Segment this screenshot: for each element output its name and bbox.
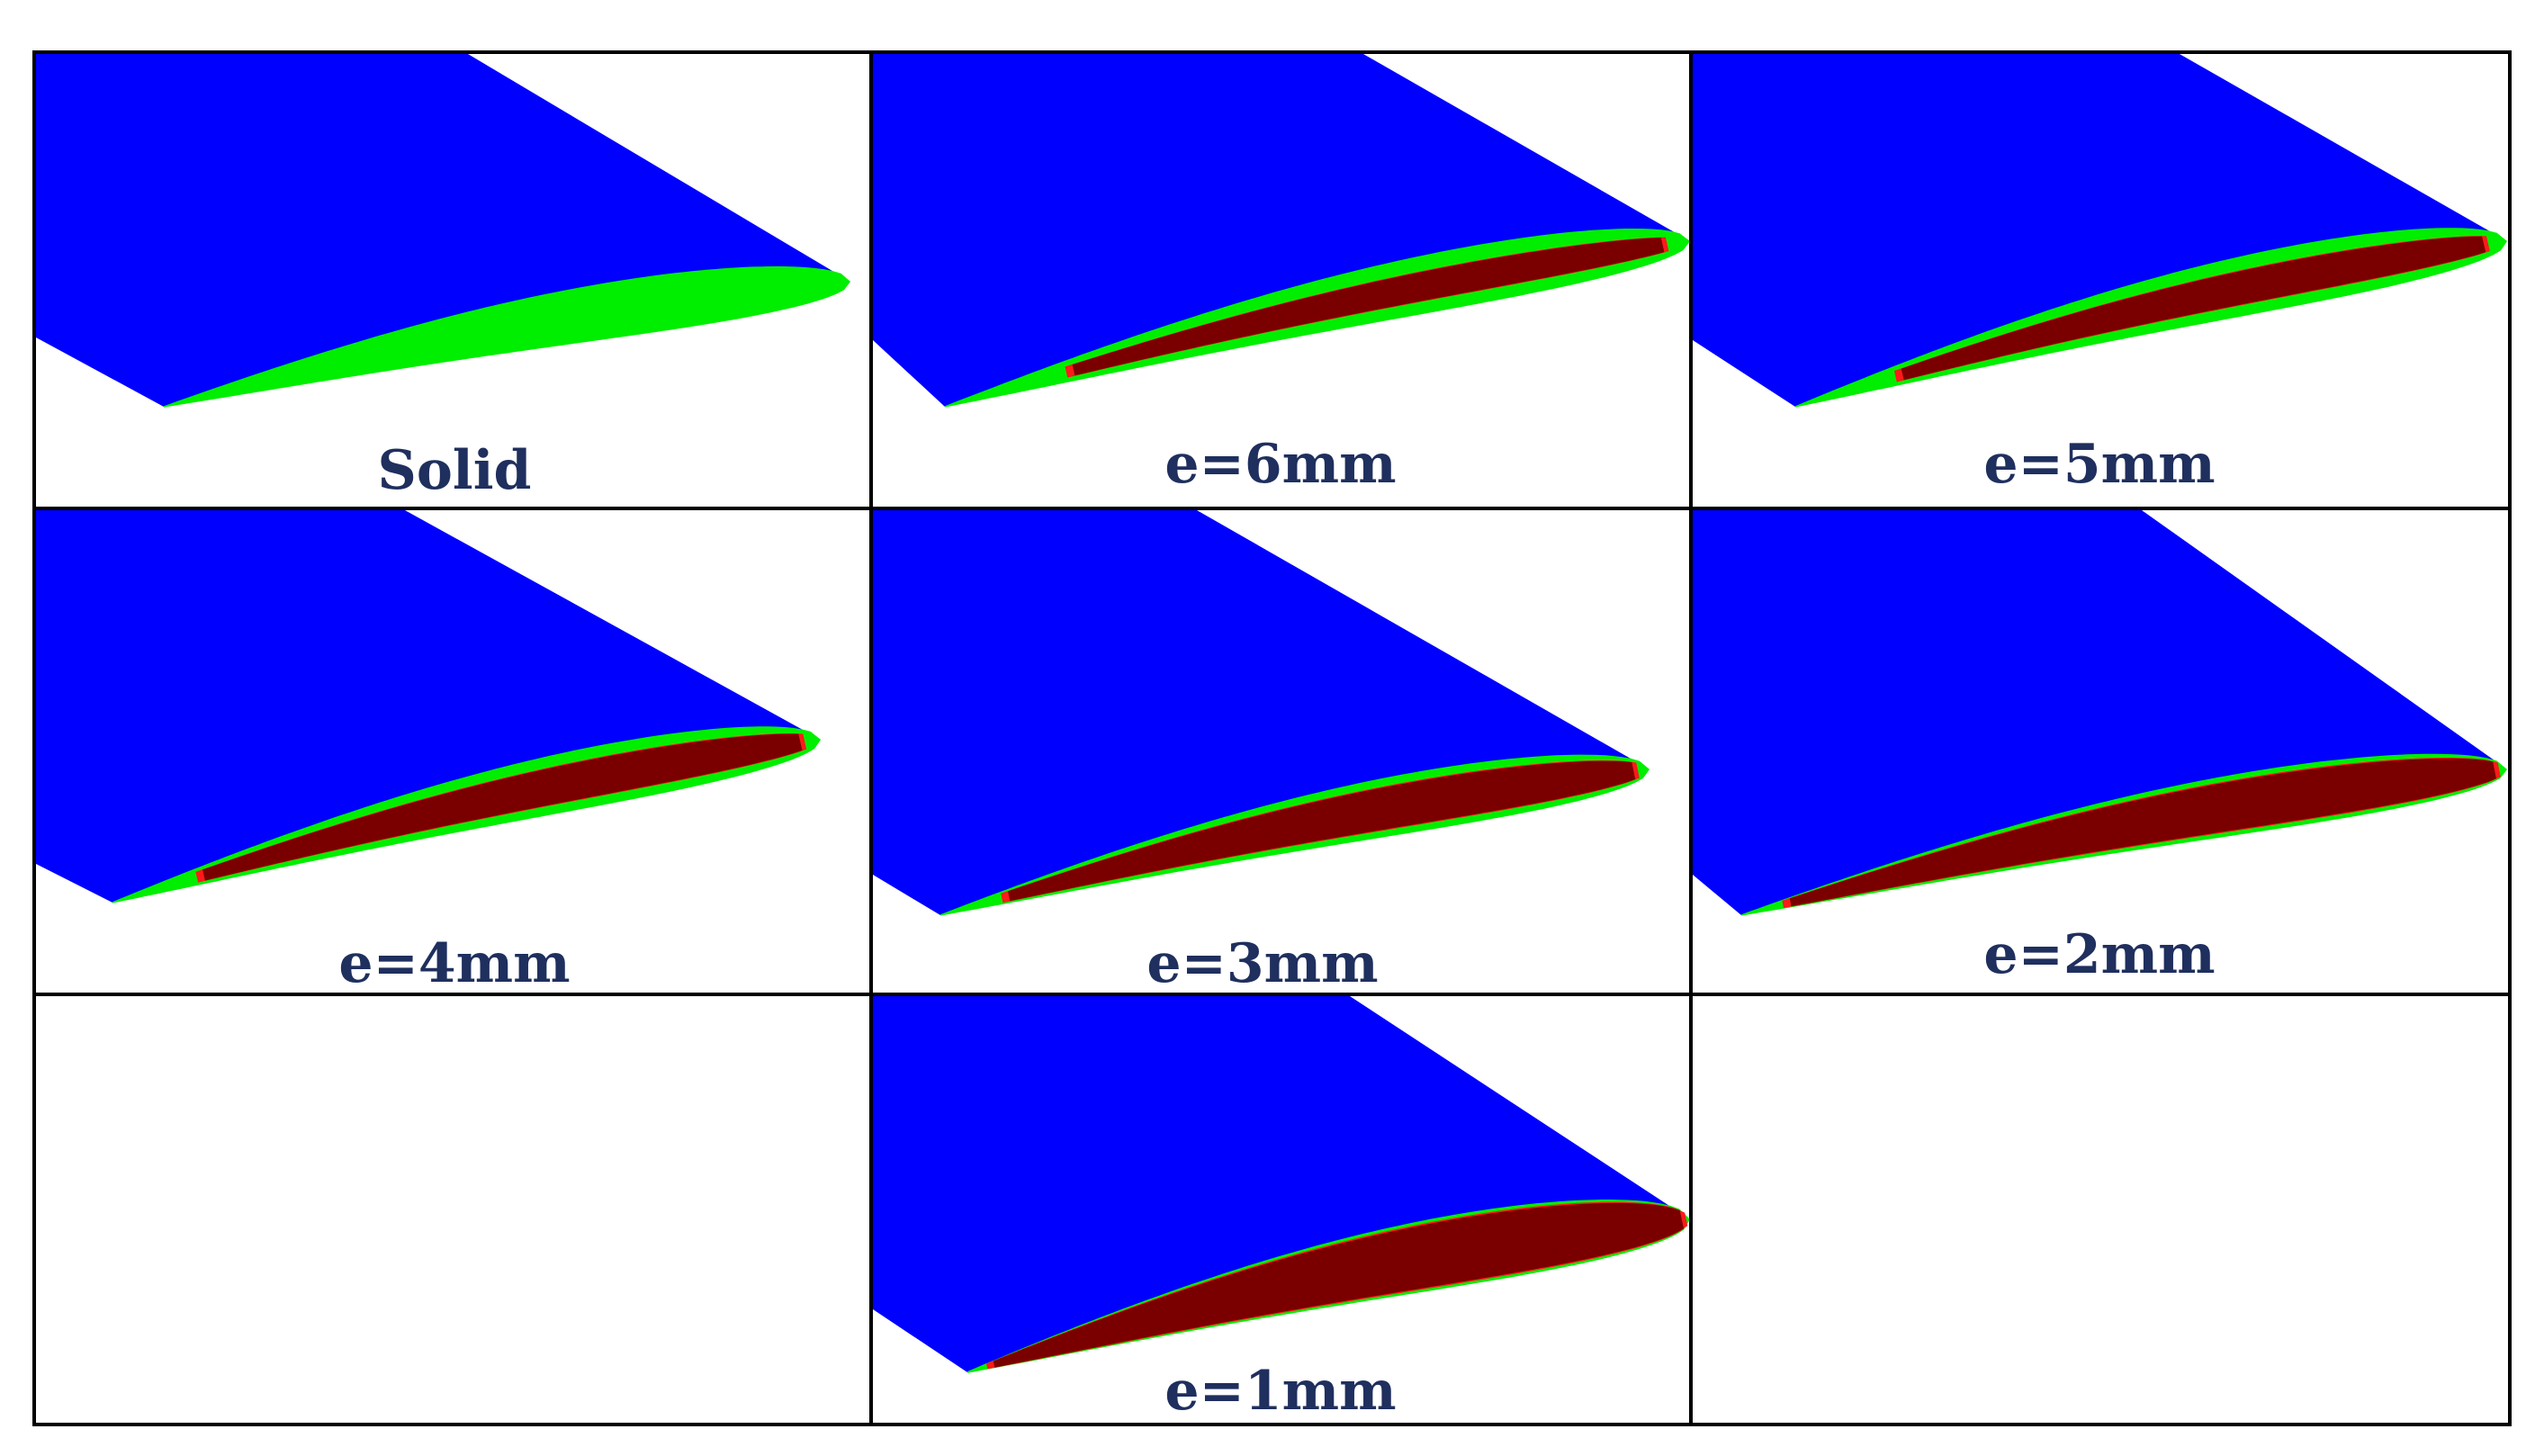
panel-label-e6mm: e=6mm [1164, 433, 1397, 496]
panel-label-e1mm: e=1mm [1164, 1360, 1397, 1423]
skin-section [163, 265, 850, 408]
wing-surface [873, 510, 1650, 915]
panels-layer [36, 54, 2507, 1373]
hollow-core [1789, 758, 2496, 907]
wing-surface [1693, 510, 2507, 915]
hollow-core [993, 1202, 1684, 1368]
wing-panel-6mm [873, 54, 1689, 408]
grid-outer-border [32, 50, 2512, 1426]
wing-surface [36, 510, 821, 903]
wing-surface [873, 54, 1689, 407]
panel-label-solid: Solid [377, 439, 532, 502]
grid-lines [32, 50, 2512, 1426]
wing-panel-2mm [1693, 510, 2507, 916]
hollow-core [202, 733, 803, 881]
wing-surface [873, 996, 1689, 1372]
wing-surface [1693, 54, 2507, 407]
panel-label-e4mm: e=4mm [338, 932, 571, 995]
panel-label-e5mm: e=5mm [1983, 433, 2216, 496]
wing-panel-solid [36, 54, 850, 408]
wing-panel-3mm [873, 510, 1650, 916]
hollow-core [1008, 760, 1636, 902]
wing-panel-1mm [873, 996, 1689, 1373]
hollow-core [1901, 236, 2486, 381]
panel-label-e2mm: e=2mm [1983, 923, 2216, 986]
wing-panel-5mm [1693, 54, 2507, 408]
hollow-core [1072, 238, 1665, 376]
panel-label-e3mm: e=3mm [1146, 932, 1379, 995]
wing-panel-4mm [36, 510, 822, 903]
